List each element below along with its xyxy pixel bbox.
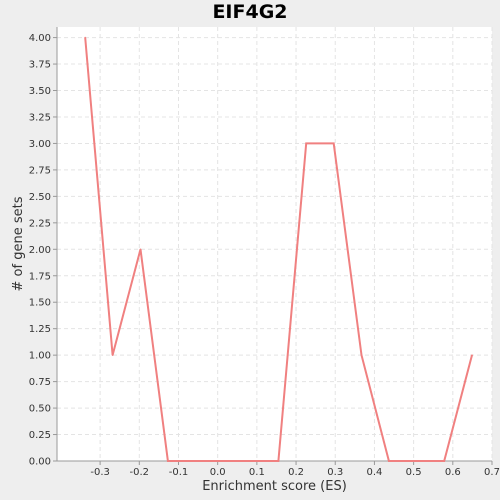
y-tick-label: 0.00 xyxy=(29,457,51,468)
x-tick-label: 0.2 xyxy=(288,467,304,478)
y-tick-label: 4.00 xyxy=(29,33,51,44)
x-axis-label: Enrichment score (ES) xyxy=(202,479,347,494)
x-tick-label: 0.0 xyxy=(210,467,226,478)
plot-area xyxy=(57,27,492,461)
data-point xyxy=(167,460,169,462)
data-point xyxy=(139,248,142,251)
y-tick-label: 1.75 xyxy=(29,271,51,282)
data-point xyxy=(415,460,418,462)
data-point xyxy=(111,354,114,356)
data-point xyxy=(471,354,473,356)
x-tick-label: 0.6 xyxy=(445,467,461,478)
data-point xyxy=(277,460,280,462)
y-tick-label: 0.50 xyxy=(29,404,51,415)
axes: -0.3 -0.2 -0.1 0.0 0.1 0.2 0.3 0.4 0.5 0.6 0.7 0.00… xyxy=(29,27,500,478)
data-point xyxy=(250,460,252,462)
x-tick-label: -0.3 xyxy=(90,467,110,478)
x-tick-label: -0.1 xyxy=(169,467,189,478)
y-tick-label: 1.00 xyxy=(29,351,51,362)
data-point xyxy=(388,460,390,462)
y-tick-label: 3.75 xyxy=(29,60,51,71)
x-tick-label: -0.2 xyxy=(130,467,150,478)
y-tick-label: 2.00 xyxy=(29,245,51,256)
x-tick-label: 0.5 xyxy=(406,467,422,478)
y-tick-label: 0.75 xyxy=(29,377,51,388)
data-point xyxy=(332,142,335,145)
y-tick-label: 0.25 xyxy=(29,430,51,441)
y-tick-label: 2.75 xyxy=(29,165,51,176)
data-point xyxy=(443,460,445,462)
y-tick-label: 2.50 xyxy=(29,192,51,203)
data-point xyxy=(222,460,224,462)
y-axis-label: # of gene sets xyxy=(11,196,26,291)
y-tick-label: 2.25 xyxy=(29,218,51,229)
y-tick-label: 3.50 xyxy=(29,86,51,97)
y-tick-label: 3.00 xyxy=(29,139,51,150)
x-tick-label: 0.7 xyxy=(484,467,500,478)
data-point xyxy=(194,460,197,462)
x-tick-label: 0.1 xyxy=(249,467,265,478)
y-tick-label: 3.25 xyxy=(29,112,51,123)
chart-title: EIF4G2 xyxy=(212,1,288,23)
series-layer xyxy=(84,36,473,462)
y-tick-label: 1.50 xyxy=(29,298,51,309)
y-tick-label: 1.25 xyxy=(29,324,51,335)
gridlines xyxy=(57,27,493,462)
x-tick-label: 0.3 xyxy=(327,467,343,478)
x-tick-label: 0.4 xyxy=(366,467,382,478)
data-point xyxy=(305,142,308,145)
data-point xyxy=(84,36,87,39)
data-point xyxy=(360,354,363,356)
